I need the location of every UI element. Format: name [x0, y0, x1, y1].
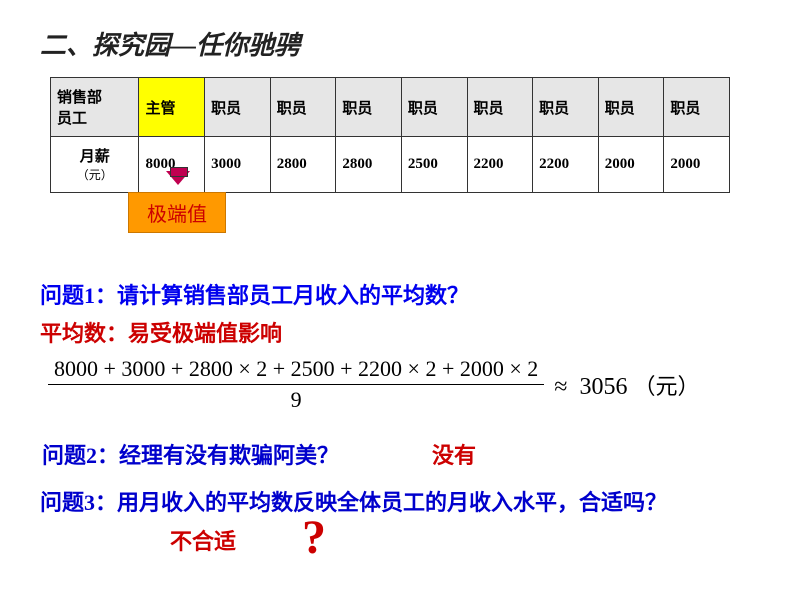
- table-cell: 2000: [598, 137, 664, 193]
- question-1: 问题1：请计算销售部员工月收入的平均数？: [40, 278, 469, 310]
- table-cell: 2200: [533, 137, 599, 193]
- table-cell: 2800: [270, 137, 336, 193]
- table-header: 职员: [270, 78, 336, 137]
- table-header: 职员: [401, 78, 467, 137]
- row-label: 月薪（元）: [51, 137, 139, 193]
- question-3: 问题3：用月收入的平均数反映全体员工的月收入水平，合适吗？: [40, 486, 770, 519]
- mean-note: 平均数：易受极端值影响: [40, 316, 282, 348]
- section-title: 二、探究园—任你驰骋: [0, 0, 794, 62]
- table-cell: 2500: [401, 137, 467, 193]
- mean-formula: 8000 + 3000 + 2800 × 2 + 2500 + 2200 × 2…: [48, 356, 699, 413]
- formula-unit: （元）: [633, 374, 699, 399]
- table-cell: 2000: [664, 137, 730, 193]
- question-2: 问题2：经理有没有欺骗阿美？: [42, 438, 339, 470]
- table-cell: 2800: [336, 137, 402, 193]
- formula-result: 3056: [579, 374, 627, 400]
- table-cell: 2200: [467, 137, 533, 193]
- arrow-callout: [166, 171, 190, 185]
- salary-table: 销售部员工主管职员职员职员职员职员职员职员职员 月薪（元）80003000280…: [50, 77, 730, 193]
- answer-2: 没有: [432, 438, 476, 470]
- answer-3: 不合适: [170, 524, 236, 556]
- formula-numerator: 8000 + 3000 + 2800 × 2 + 2500 + 2200 × 2…: [48, 356, 544, 385]
- formula-denominator: 9: [291, 385, 302, 413]
- table-header: 职员: [533, 78, 599, 137]
- table-header: 职员: [664, 78, 730, 137]
- approx-symbol: ≈: [554, 374, 567, 400]
- table-header: 职员: [467, 78, 533, 137]
- question-mark-icon: ?: [302, 510, 326, 565]
- table-header: 职员: [598, 78, 664, 137]
- table-header: 职员: [205, 78, 271, 137]
- table-header: 主管: [139, 78, 205, 137]
- extreme-value-label: 极端值: [128, 192, 226, 233]
- table-cell: 3000: [205, 137, 271, 193]
- table-header: 职员: [336, 78, 402, 137]
- table-header: 销售部员工: [51, 78, 139, 137]
